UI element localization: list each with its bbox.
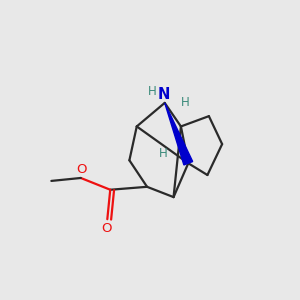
Text: H: H [181, 96, 190, 110]
Polygon shape [165, 103, 193, 165]
Text: N: N [158, 87, 170, 102]
Text: H: H [148, 85, 157, 98]
Text: O: O [101, 221, 112, 235]
Text: H: H [159, 147, 168, 160]
Text: O: O [76, 163, 87, 176]
